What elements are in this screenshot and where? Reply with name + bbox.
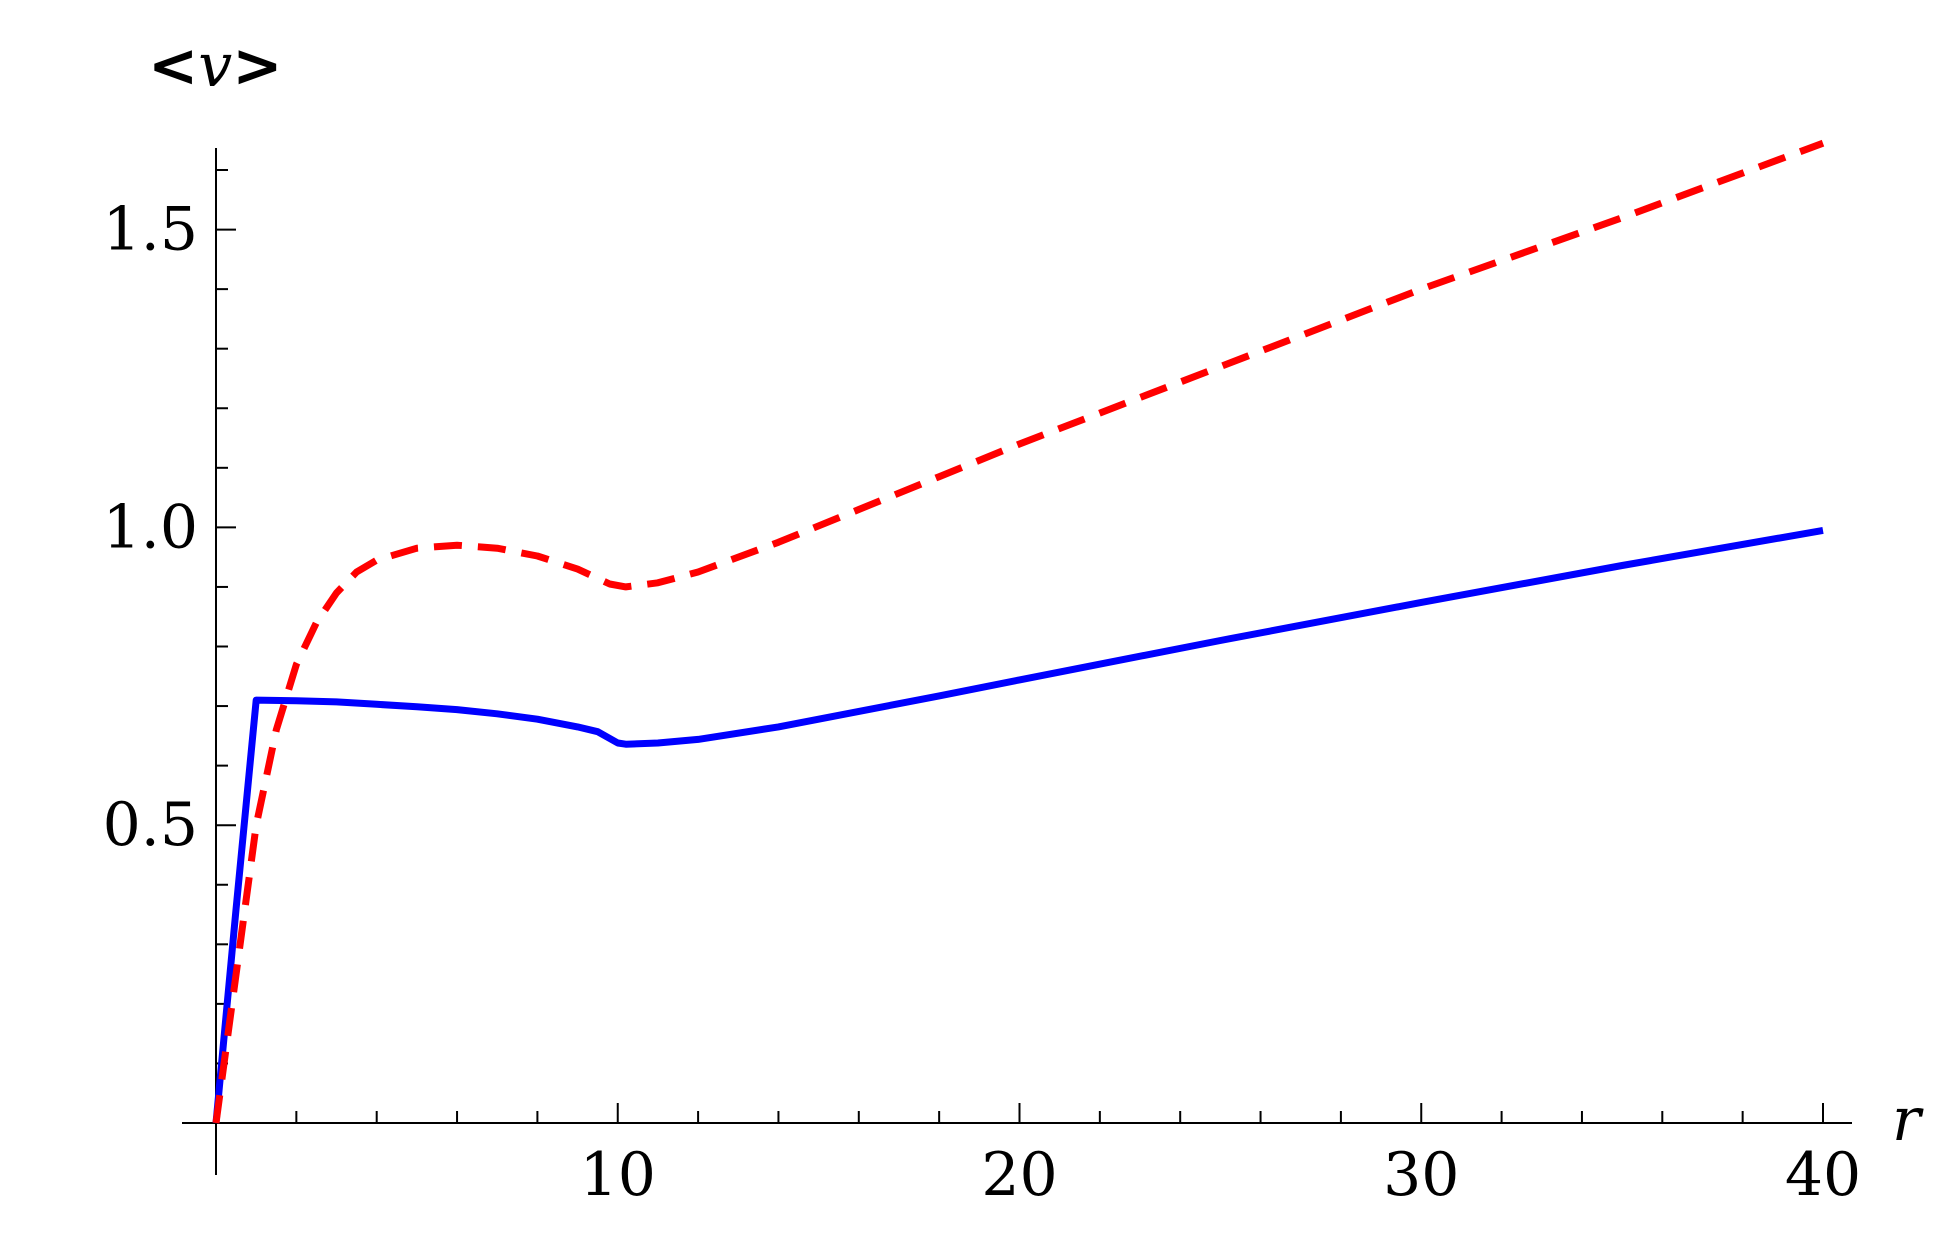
x-axis-label: r [1892,1085,1924,1155]
x-tick-label: 20 [981,1140,1057,1210]
y-axis-label-close: > [232,31,282,101]
y-axis-label: <v> [148,31,282,101]
series-line-1 [212,526,1824,1124]
y-tick-label: 0.5 [103,790,198,860]
y-tick-label: 1.0 [103,492,198,562]
x-tick-label: 10 [580,1140,656,1210]
axes: 10 20 30 40 0.5 1.0 1.5 [103,148,1861,1210]
y-axis-label-var: v [198,31,232,101]
x-tick-label: 40 [1785,1140,1861,1210]
x-ticks: 10 20 30 40 [295,1103,1861,1210]
y-tick-label: 1.5 [103,195,198,265]
x-tick-label: 30 [1383,1140,1459,1210]
series-line-2 [212,139,1825,1124]
series-group [212,139,1825,1124]
y-axis-label-open: < [148,31,198,101]
